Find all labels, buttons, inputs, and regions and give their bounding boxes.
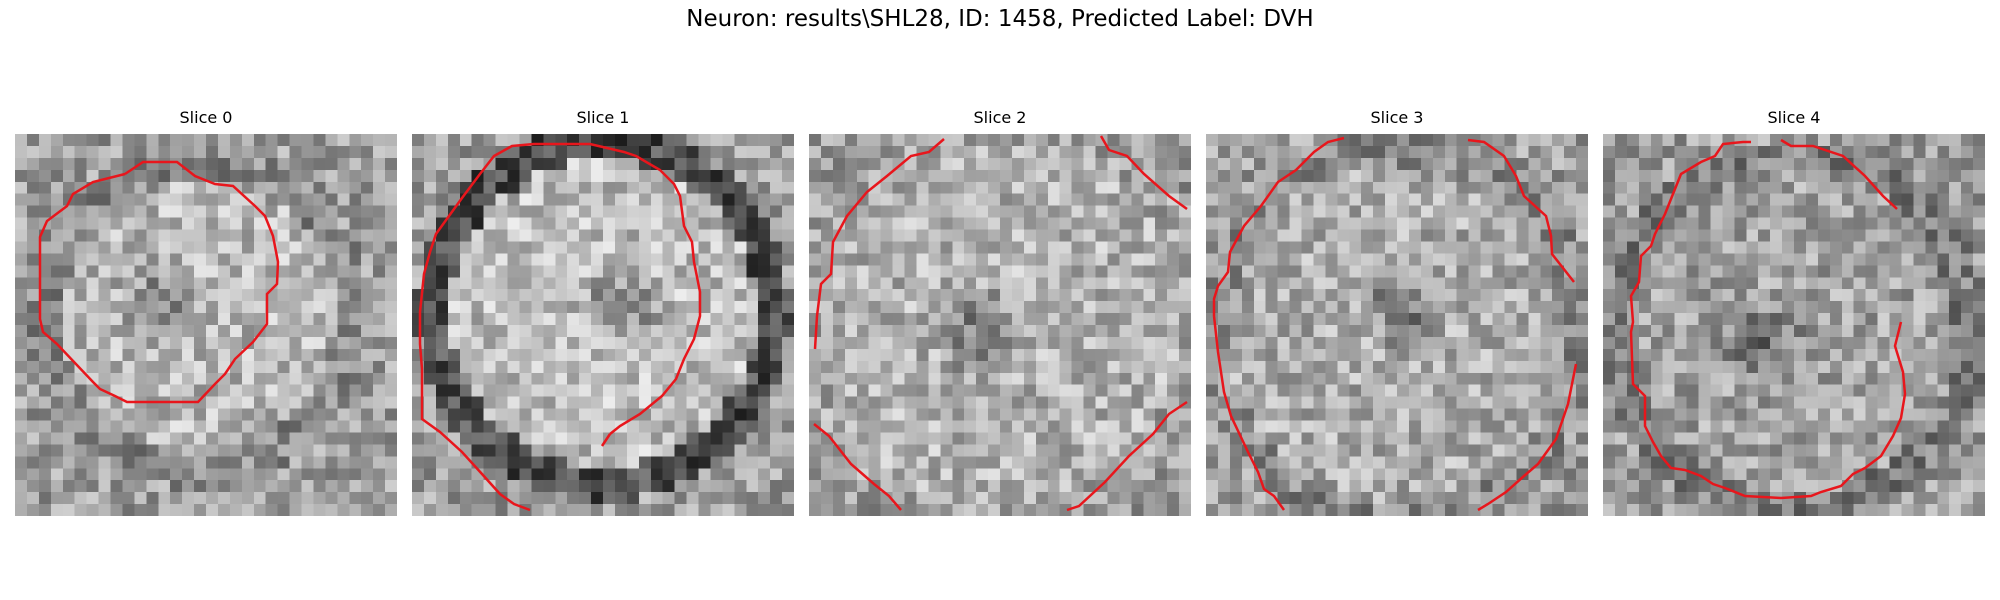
contour-line-2-left <box>813 138 945 350</box>
contour-line <box>38 160 280 404</box>
contour-line-1b <box>600 433 612 447</box>
contour-line-3-upper <box>1212 136 1345 316</box>
slice-contour-overlay-3 <box>1212 136 1578 512</box>
figure-title: Neuron: results\SHL28, ID: 1458, Predict… <box>686 6 1314 32</box>
slice-contour-overlay-1 <box>418 142 702 512</box>
contour-line-2-bottom-right <box>1066 400 1188 512</box>
slice-title-3: Slice 3 <box>1370 108 1424 127</box>
slice-image-4 <box>1603 134 1985 516</box>
slice-image-pixels-4 <box>1603 134 1985 516</box>
slice-image-pixels-2 <box>809 134 1191 516</box>
contour-line-3-left <box>1212 315 1286 511</box>
slice-image-pixels-1 <box>412 134 794 516</box>
slice-image-pixels-0 <box>15 134 397 516</box>
slice-image-2 <box>809 134 1191 516</box>
contour-line-3-right <box>1477 363 1578 512</box>
slice-image-3 <box>1206 134 1588 516</box>
slice-title-4: Slice 4 <box>1767 108 1821 127</box>
slice-contour-overlay-2 <box>813 135 1188 512</box>
slice-title-0: Slice 0 <box>179 108 233 127</box>
slice-contour-overlay-0 <box>38 160 280 404</box>
contour-line-2-bottom-left <box>813 423 902 511</box>
contour-line-1a <box>418 142 702 512</box>
contour-line-4a <box>1629 140 1907 500</box>
contour-line-2-top-right <box>1099 135 1188 211</box>
slice-title-1: Slice 1 <box>576 108 630 127</box>
slice-image-1 <box>412 134 794 516</box>
contour-line-4b <box>1780 138 1898 210</box>
contour-line-3-top-right <box>1467 138 1575 283</box>
slice-contour-overlay-4 <box>1629 138 1907 500</box>
slice-image-0 <box>15 134 397 516</box>
slice-title-2: Slice 2 <box>973 108 1027 127</box>
